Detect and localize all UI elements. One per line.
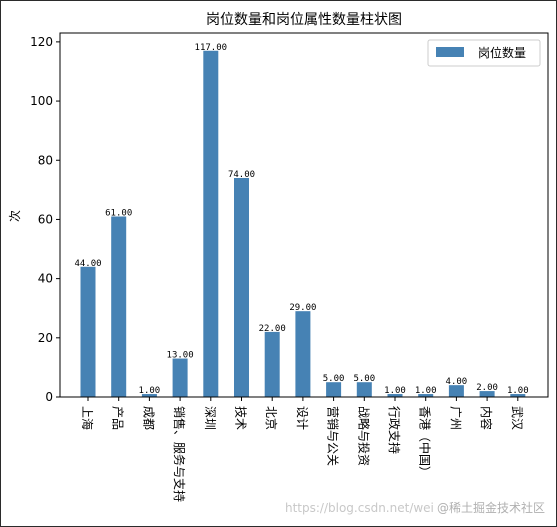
watermark-site: @稀土掘金技术社区 (437, 500, 545, 515)
legend-label: 岗位数量 (478, 45, 526, 60)
chart-title: 岗位数量和岗位属性数量柱状图 (206, 12, 402, 28)
x-tick-label-5: 技术 (234, 406, 248, 430)
bar-12 (448, 385, 464, 397)
data-labels-group: 44.00 61.00 1.00 13.00 117.00 74.00 22.00 29.00… (74, 43, 528, 396)
x-axis-ticks: 上海 产品 成都 销售、服务与支持 深圳 技术 北京 设计 营销与公关 战略与投资 行政支持 香港（中… (80, 397, 524, 502)
x-tick-label-9: 战略与投资 (356, 406, 371, 466)
y-tick-label-5: 100 (30, 94, 53, 108)
x-tick-label-13: 内容 (479, 406, 494, 430)
data-label-7: 29.00 (289, 303, 316, 313)
x-tick-label-8: 营销与公关 (326, 406, 340, 466)
x-tick-label-0: 上海 (80, 406, 95, 430)
data-label-14: 1.00 (507, 386, 529, 396)
data-label-3: 13.00 (167, 351, 194, 361)
y-tick-label-2: 40 (38, 272, 53, 286)
x-tick-label-7: 设计 (295, 406, 309, 430)
x-tick-label-4: 深圳 (203, 406, 217, 430)
data-label-0: 44.00 (74, 259, 101, 269)
bars-group (80, 50, 526, 397)
bar-0 (80, 266, 96, 397)
data-label-11: 1.00 (415, 386, 437, 396)
data-label-13: 2.00 (476, 383, 498, 393)
data-label-1: 61.00 (105, 208, 132, 218)
legend: 岗位数量 (427, 39, 541, 67)
bar-3 (172, 358, 188, 397)
y-tick-label-4: 80 (38, 153, 53, 167)
data-label-10: 1.00 (384, 386, 406, 396)
y-tick-label-1: 20 (38, 331, 53, 345)
bar-2 (141, 394, 157, 397)
bar-10 (387, 394, 403, 397)
bar-5 (234, 178, 249, 397)
bar-8 (326, 382, 342, 397)
data-label-8: 5.00 (323, 374, 345, 384)
x-tick-label-11: 香港（中国） (418, 406, 433, 478)
y-tick-label-6: 120 (30, 35, 53, 49)
x-tick-label-1: 产品 (111, 406, 125, 430)
axes-frame (59, 32, 549, 398)
bar-1 (111, 216, 127, 397)
x-tick-label-3: 销售、服务与支持 (172, 406, 187, 502)
bar-9 (356, 382, 372, 397)
data-label-6: 22.00 (259, 324, 286, 334)
data-label-2: 1.00 (139, 386, 161, 396)
x-tick-label-2: 成都 (141, 406, 155, 430)
bar-7 (295, 311, 311, 397)
bar-6 (264, 331, 280, 397)
x-tick-label-14: 武汉 (510, 406, 524, 430)
data-label-4: 117.00 (195, 43, 228, 53)
watermark-url: https://blog.csdn.net/wei (285, 501, 434, 515)
legend-swatch (436, 47, 464, 57)
y-axis-label: 次 (8, 210, 22, 222)
x-tick-label-12: 广州 (448, 406, 462, 430)
bar-11 (418, 394, 434, 397)
data-label-5: 74.00 (228, 170, 255, 180)
bar-4 (203, 50, 219, 397)
bar-13 (479, 391, 495, 397)
bar-14 (510, 394, 526, 397)
x-tick-label-6: 北京 (264, 406, 278, 430)
data-label-9: 5.00 (353, 374, 375, 384)
x-tick-label-10: 行政支持 (387, 406, 402, 454)
y-axis-ticks: 0 20 40 60 80 100 120 (30, 35, 60, 404)
legend-box (427, 39, 541, 67)
data-label-12: 4.00 (446, 377, 468, 387)
y-tick-label-3: 60 (38, 212, 53, 226)
y-tick-label-0: 0 (45, 390, 53, 404)
